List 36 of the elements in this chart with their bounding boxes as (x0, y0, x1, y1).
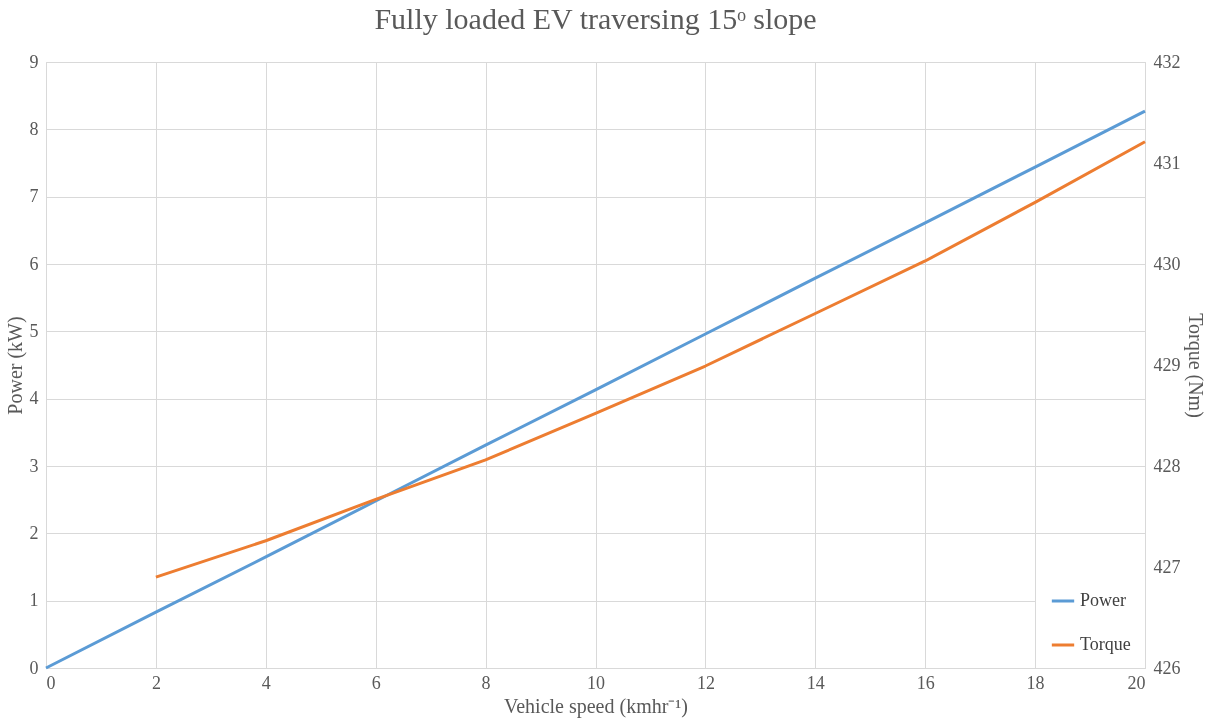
y-tick-label: 1 (29, 590, 39, 611)
y2-tick-label: 431 (1153, 152, 1181, 173)
line-series (44, 109, 1147, 670)
legend-label: Torque (1080, 634, 1131, 654)
x-tick-label: 0 (46, 672, 56, 693)
y2-tick-label: 432 (1153, 51, 1181, 72)
y-tick-label: 4 (29, 388, 39, 409)
y-tick-label: 6 (29, 253, 39, 274)
y2-tick-label: 426 (1153, 657, 1181, 678)
y2-tick-label: 428 (1153, 455, 1181, 476)
y2-axis-title: Torque (Nm) (1183, 313, 1207, 418)
x-tick-label: 6 (371, 672, 381, 693)
y2-tick-label: 430 (1153, 253, 1181, 274)
y-tick-label: 0 (29, 657, 39, 678)
x-tick-label: 12 (696, 672, 715, 693)
y-tick-label: 2 (29, 522, 39, 543)
y-tick-label: 9 (29, 51, 39, 72)
x-tick-label: 8 (481, 672, 491, 693)
y2-tick-label: 429 (1153, 354, 1181, 375)
y-tick-label: 5 (29, 320, 39, 341)
x-tick-label: 14 (806, 672, 825, 693)
x-tick-label: 18 (1026, 672, 1045, 693)
x-tick-label: 2 (151, 672, 161, 693)
x-tick-label: 20 (1127, 672, 1146, 693)
y-tick-label: 8 (29, 118, 39, 139)
x-axis-title: Vehicle speed (kmhr⁻¹) (503, 694, 689, 718)
x-tick-label: 10 (587, 672, 605, 693)
y-axis-title: Power (kW) (3, 316, 27, 415)
legend-label: Power (1080, 590, 1126, 610)
x-tick-label: 4 (261, 672, 271, 693)
chart-title: Fully loaded EV traversing 15ᵒ slope (374, 2, 817, 35)
y-tick-label: 3 (29, 455, 39, 476)
x-tick-label: 16 (916, 672, 935, 693)
line-series (154, 140, 1147, 579)
y-tick-label: 7 (29, 186, 39, 207)
y2-tick-label: 427 (1153, 556, 1181, 577)
